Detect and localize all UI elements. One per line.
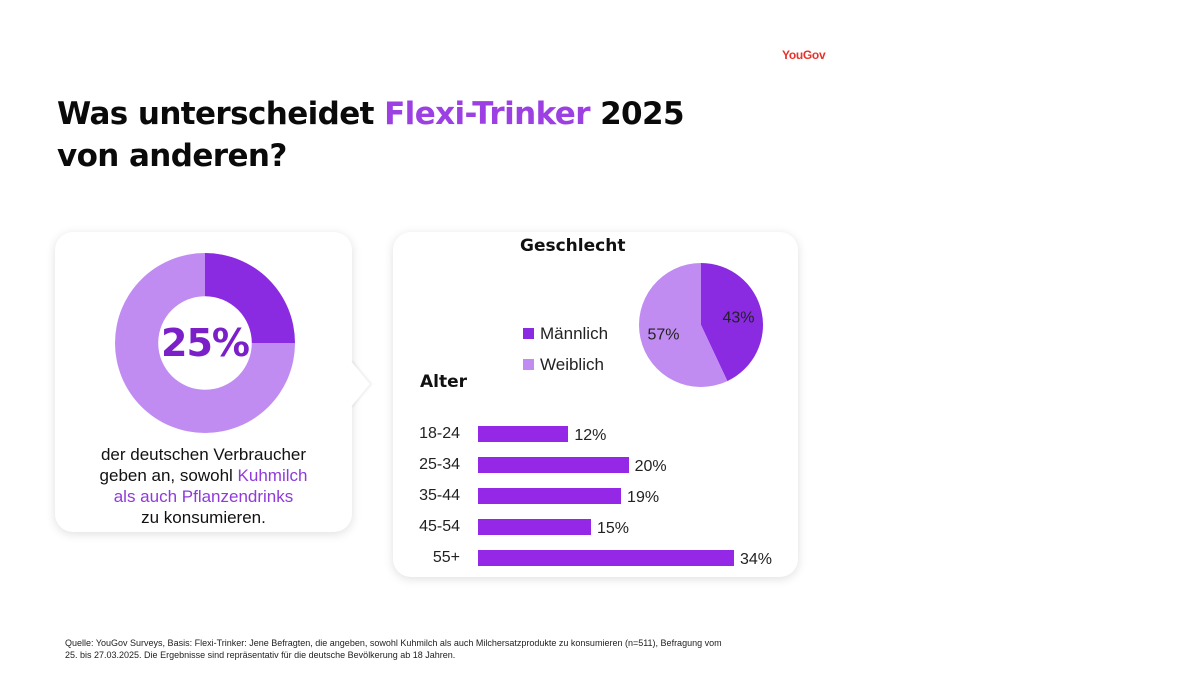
age-bar: [478, 457, 629, 473]
footnote-line2: 25. bis 27.03.2025. Die Ergebnisse sind …: [65, 650, 456, 660]
share-donut-chart: 25%: [115, 253, 295, 433]
age-bar: [478, 550, 734, 566]
title-part1: Was unterscheidet: [57, 96, 385, 132]
age-bar-category: 18-24: [419, 425, 460, 442]
title-line2: von anderen?: [57, 138, 287, 174]
summary-caption: der deutschen Verbraucher geben an, sowo…: [60, 444, 347, 528]
yougov-logo: YouGov: [782, 48, 826, 62]
donut-svg: [115, 253, 295, 433]
donut-slice-other: [115, 253, 295, 433]
legend-item-male: Männlich: [523, 318, 608, 349]
caption-line2-highlight: Kuhmilch: [237, 466, 308, 485]
legend-label-female: Weiblich: [540, 354, 604, 374]
age-bar-row: 35-44 19%: [395, 480, 795, 511]
age-bar-value: 15%: [596, 520, 629, 537]
age-bar-category: 35-44: [419, 487, 460, 504]
age-bar: [478, 519, 591, 535]
age-chart-title: Alter: [420, 372, 468, 392]
caption-line4: zu konsumieren.: [141, 508, 266, 527]
gender-legend: Männlich Weiblich: [523, 318, 608, 380]
age-bar: [478, 488, 622, 504]
age-bar: [478, 426, 569, 442]
age-bar-category: 55+: [432, 549, 460, 566]
age-bar-row: 25-34 20%: [395, 449, 795, 480]
legend-swatch-male: [523, 328, 534, 339]
age-bar-value: 20%: [634, 458, 667, 475]
page-title: Was unterscheidet Flexi-Trinker 2025 von…: [57, 93, 685, 177]
caption-line1: der deutschen Verbraucher: [100, 445, 307, 464]
donut-slice-flexi: [205, 253, 295, 343]
age-bar-value: 34%: [740, 551, 773, 568]
age-bar-row: 18-24 12%: [395, 418, 795, 449]
pie-slice-male-label: 43%: [722, 310, 754, 327]
caption-line2-pre: geben an, sowohl: [99, 466, 238, 485]
card-pointer: [350, 360, 370, 408]
pie-slice-male: [701, 263, 763, 382]
caption-line3-highlight: als auch Pflanzendrinks: [113, 487, 294, 506]
title-accent: Flexi-Trinker: [384, 96, 590, 132]
footnote-line1: Quelle: YouGov Surveys, Basis: Flexi-Tri…: [65, 638, 722, 648]
age-bar-value: 19%: [627, 489, 660, 506]
pie-slice-female: [639, 263, 728, 387]
gender-pie-chart: 43% 57%: [639, 263, 763, 387]
age-bar-row: 45-54 15%: [395, 511, 795, 542]
age-bar-chart: 18-24 12% 25-34 20% 35-44 19% 45-54 15% 55+ 34%: [395, 418, 795, 573]
legend-label-male: Männlich: [540, 323, 609, 343]
age-bar-row: 55+ 34%: [395, 542, 795, 573]
title-part2: 2025: [589, 96, 684, 132]
age-bar-category: 25-34: [419, 456, 460, 473]
age-bar-category: 45-54: [419, 518, 460, 535]
donut-percent-label: 25%: [161, 321, 250, 365]
source-footnote: Quelle: YouGov Surveys, Basis: Flexi-Tri…: [65, 637, 845, 661]
legend-item-female: Weiblich: [523, 349, 608, 380]
pie-slice-female-label: 57%: [647, 326, 679, 343]
age-bar-value: 12%: [574, 427, 607, 444]
gender-chart-title: Geschlecht: [520, 236, 626, 256]
legend-swatch-female: [523, 359, 534, 370]
